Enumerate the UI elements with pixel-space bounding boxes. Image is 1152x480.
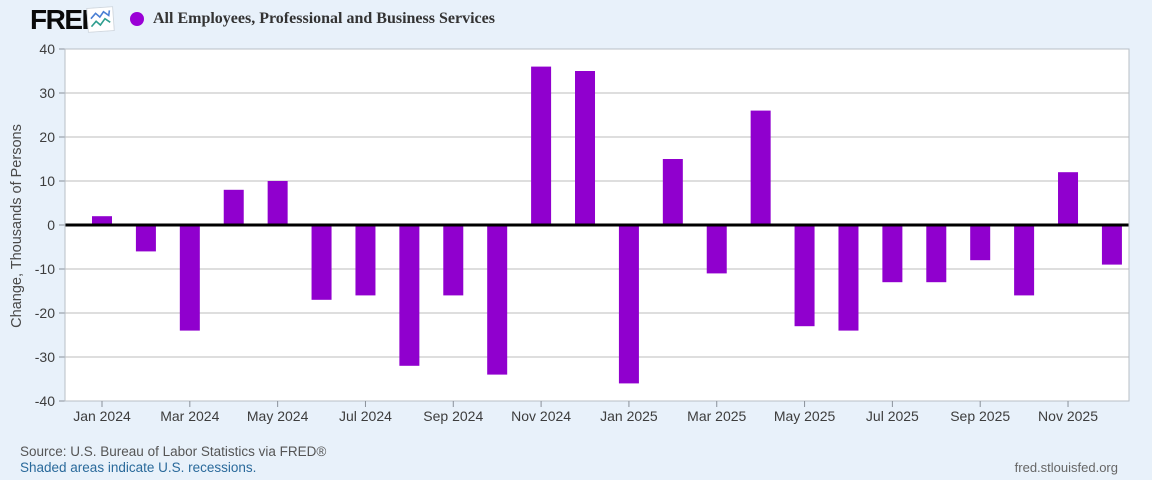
x-tick-label: Nov 2024 (511, 408, 571, 424)
legend-marker-dot (130, 12, 144, 26)
bar (882, 225, 903, 283)
bar (750, 110, 771, 225)
chart-header: FRED® All Employees, Professional and Bu… (0, 0, 1152, 40)
bar (838, 225, 859, 331)
recessions-link[interactable]: Shaded areas indicate U.S. recessions. (20, 460, 257, 475)
x-tick-label: Jan 2024 (73, 408, 131, 424)
y-tick-label: -20 (35, 305, 55, 321)
y-tick-label: 40 (39, 41, 55, 57)
source-note: Source: U.S. Bureau of Labor Statistics … (20, 444, 327, 459)
x-tick-label: Jul 2025 (866, 408, 919, 424)
y-tick-label: -10 (35, 261, 55, 277)
bar (487, 225, 508, 375)
x-tick-label: May 2025 (774, 408, 836, 424)
bar (92, 216, 112, 225)
bar (223, 189, 244, 225)
bar (355, 225, 376, 296)
series-title: All Employees, Professional and Business… (153, 10, 495, 27)
bar (267, 181, 288, 225)
bar (618, 225, 639, 384)
x-tick-label: Jul 2024 (339, 408, 392, 424)
bar (531, 66, 552, 225)
y-tick-label: 20 (39, 129, 55, 145)
plot-border (64, 48, 1130, 402)
bar (443, 225, 464, 296)
x-tick-label: May 2024 (247, 408, 309, 424)
bar (1101, 225, 1122, 265)
bar (926, 225, 947, 283)
bar (575, 71, 596, 225)
x-tick-label: Mar 2024 (160, 408, 219, 424)
site-label: fred.stlouisfed.org (1014, 460, 1118, 475)
y-tick-label: 10 (39, 173, 55, 189)
y-tick-label: -30 (35, 349, 55, 365)
bar (311, 225, 332, 300)
x-tick-label: Nov 2025 (1038, 408, 1098, 424)
bar (135, 225, 156, 252)
y-tick-label: 0 (47, 217, 55, 233)
x-tick-label: Jan 2025 (600, 408, 658, 424)
x-tick-label: Sep 2024 (423, 408, 483, 424)
y-tick-label: -40 (35, 393, 55, 409)
bar (662, 159, 683, 225)
bar (179, 225, 200, 331)
y-axis-title: Change, Thousands of Persons (9, 124, 25, 328)
bar (970, 225, 991, 261)
y-tick-label: 30 (39, 85, 55, 101)
bar (1014, 225, 1035, 296)
bar (706, 225, 727, 274)
bar (794, 225, 815, 327)
fred-sparkline-icon (86, 6, 115, 33)
x-tick-label: Sep 2025 (950, 408, 1010, 424)
x-tick-label: Mar 2025 (687, 408, 746, 424)
bar (399, 225, 420, 366)
bar (1058, 172, 1079, 225)
